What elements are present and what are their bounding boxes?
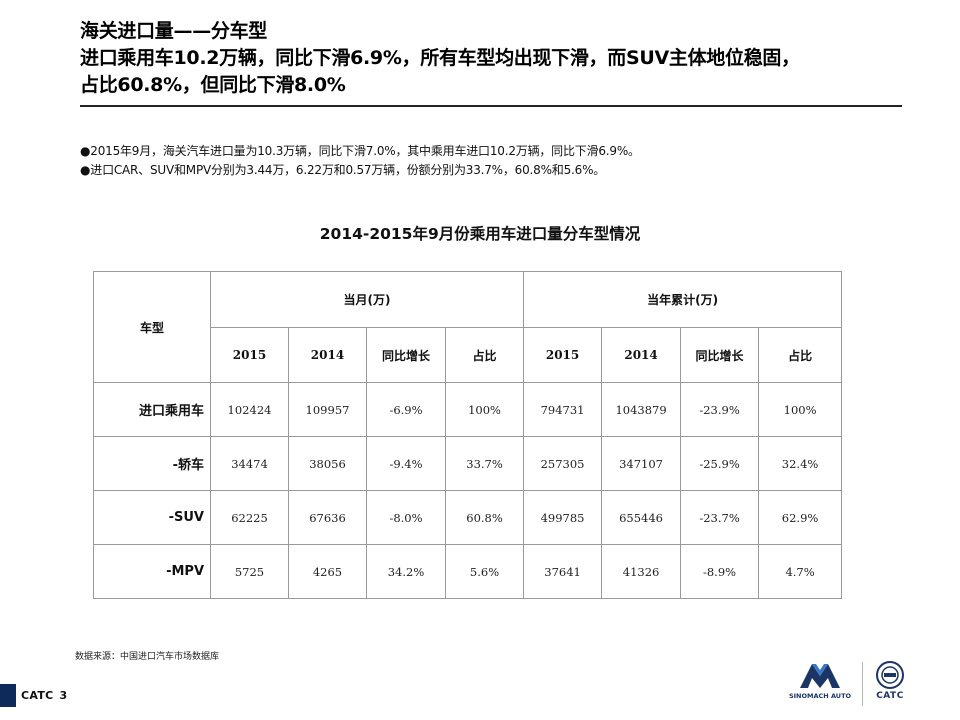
footer: CATC 3 <box>21 689 67 702</box>
table-cell: -25.9% <box>680 436 760 491</box>
col-header: 2014 <box>601 327 682 383</box>
table-cell: -8.0% <box>366 490 446 545</box>
table-row: -SUV 62225 67636 -8.0% 60.8% 499785 6554… <box>93 490 843 545</box>
import-volume-table: 车型 当月(万) 当年累计(万) 2015 2014 同比增长 占比 2015 … <box>93 271 843 599</box>
title-divider <box>80 105 902 107</box>
table-cell: 1043879 <box>601 382 682 437</box>
col-header: 占比 <box>444 327 525 383</box>
col-header: 2014 <box>288 327 367 383</box>
catc-logo-label: CATC <box>876 691 904 701</box>
col-header: 2015 <box>210 327 289 383</box>
table-title: 2014-2015年9月份乘用车进口量分车型情况 <box>319 225 641 243</box>
table-subheader-row: 2015 2014 同比增长 占比 2015 2014 同比增长 占比 <box>94 327 843 383</box>
corner-header: 车型 <box>93 271 211 383</box>
table-row: 进口乘用车 102424 109957 -6.9% 100% 794731 10… <box>93 382 843 437</box>
table-header-row: 车型 当月(万) 当年累计(万) <box>93 271 843 383</box>
catc-emblem-icon <box>876 661 904 689</box>
slide-title: 海关进口量——分车型 进口乘用车10.2万辆，同比下滑6.9%，所有车型均出现下… <box>80 18 910 99</box>
row-label: -轿车 <box>93 436 211 491</box>
catc-logo: CATC <box>868 660 912 706</box>
sinomach-auto-logo: SINOMACH AUTO <box>786 660 854 706</box>
table-cell: 60.8% <box>444 490 525 545</box>
logo-divider <box>862 662 863 706</box>
row-label: -SUV <box>93 490 211 545</box>
mountain-logo-icon <box>800 664 840 688</box>
bullet-item: ●进口CAR、SUV和MPV分别为3.44万，6.22万和0.57万辆，份额分别… <box>80 163 606 177</box>
table-cell: -23.9% <box>680 382 760 437</box>
table-cell: 38056 <box>288 436 367 491</box>
data-source-note: 数据来源：中国进口汽车市场数据库 <box>75 652 220 662</box>
col-header: 同比增长 <box>680 327 760 383</box>
table-cell: -9.4% <box>366 436 446 491</box>
table-cell: 102424 <box>210 382 289 437</box>
table-cell: 34474 <box>210 436 289 491</box>
table-cell: 794731 <box>523 382 603 437</box>
table-cell: 34.2% <box>366 544 446 599</box>
table-cell: 499785 <box>523 490 603 545</box>
col-header: 2015 <box>523 327 603 383</box>
table-cell: 100% <box>444 382 525 437</box>
table-cell: 5.6% <box>444 544 525 599</box>
table-cell: 4265 <box>288 544 367 599</box>
group-header-month: 当月(万) <box>209 271 525 328</box>
page-number: 3 <box>59 689 68 702</box>
table-cell: -8.9% <box>680 544 760 599</box>
table-cell: 62.9% <box>758 490 843 545</box>
table-cell: -6.9% <box>366 382 446 437</box>
title-line-1: 海关进口量——分车型 <box>80 20 268 42</box>
group-header-ytd: 当年累计(万) <box>523 271 843 328</box>
bullet-item: ●2015年9月，海关汽车进口量为10.3万辆，同比下滑7.0%，其中乘用车进口… <box>80 144 640 158</box>
table-row: -MPV 5725 4265 34.2% 5.6% 37641 41326 -8… <box>93 544 843 599</box>
table-cell: 347107 <box>601 436 682 491</box>
table-cell: 655446 <box>601 490 682 545</box>
title-line-3: 占比60.8%，但同比下滑8.0% <box>80 74 346 96</box>
table-cell: 109957 <box>288 382 367 437</box>
row-label: 进口乘用车 <box>93 382 211 437</box>
row-label: -MPV <box>93 544 211 599</box>
table-cell: 41326 <box>601 544 682 599</box>
table-cell: 100% <box>758 382 843 437</box>
table-cell: 32.4% <box>758 436 843 491</box>
table-cell: 257305 <box>523 436 603 491</box>
footer-accent-block <box>0 684 16 707</box>
sinomach-auto-label: SINOMACH AUTO <box>788 692 852 700</box>
col-header: 同比增长 <box>366 327 446 383</box>
table-cell: 5725 <box>210 544 289 599</box>
table-cell: 4.7% <box>758 544 843 599</box>
summary-bullets: ●2015年9月，海关汽车进口量为10.3万辆，同比下滑7.0%，其中乘用车进口… <box>80 142 640 180</box>
col-header: 占比 <box>758 327 843 383</box>
table-cell: 62225 <box>210 490 289 545</box>
title-line-2: 进口乘用车10.2万辆，同比下滑6.9%，所有车型均出现下滑，而SUV主体地位稳… <box>80 47 800 69</box>
footer-org: CATC <box>21 689 54 702</box>
table-cell: -23.7% <box>680 490 760 545</box>
table-row: -轿车 34474 38056 -9.4% 33.7% 257305 34710… <box>93 436 843 491</box>
table-cell: 67636 <box>288 490 367 545</box>
table-cell: 37641 <box>523 544 603 599</box>
table-cell: 33.7% <box>444 436 525 491</box>
